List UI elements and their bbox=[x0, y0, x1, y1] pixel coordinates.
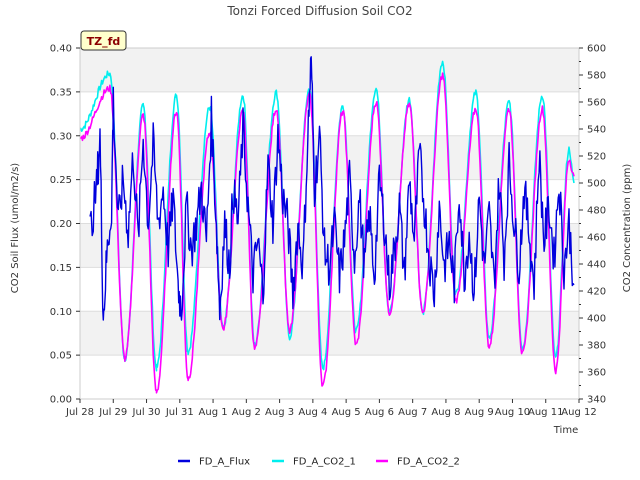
right-tick-label: 400 bbox=[587, 314, 606, 325]
y-axis-right-title: CO2 Concentration (ppm) bbox=[622, 164, 633, 293]
legend: FD_A_Flux FD_A_CO2_1 FD_A_CO2_2 bbox=[178, 457, 460, 468]
y-axis-left-title: CO2 Soil Flux (umol/m2/s) bbox=[10, 163, 21, 293]
left-tick-label: 0.35 bbox=[50, 87, 72, 98]
legend-label: FD_A_Flux bbox=[199, 457, 250, 468]
left-tick-label: 0.20 bbox=[50, 219, 72, 230]
right-tick-label: 460 bbox=[587, 233, 606, 244]
right-tick-label: 520 bbox=[587, 152, 606, 163]
x-tick-label: Aug 10 bbox=[495, 407, 530, 418]
x-tick-label: Aug 4 bbox=[298, 407, 327, 418]
left-tick-label: 0.25 bbox=[50, 175, 72, 186]
legend-label: FD_A_CO2_1 bbox=[293, 457, 356, 468]
right-tick-label: 380 bbox=[587, 341, 606, 352]
x-axis-title: Time bbox=[553, 425, 578, 436]
x-tick-label: Aug 6 bbox=[365, 407, 394, 418]
right-axis: 340 360 380 400 420 440 460 480 500 520 540 560 580 6… bbox=[579, 44, 606, 406]
right-tick-label: 560 bbox=[587, 98, 606, 109]
legend-label: FD_A_CO2_2 bbox=[397, 457, 460, 468]
left-tick-label: 0.30 bbox=[50, 131, 72, 142]
left-tick-label: 0.10 bbox=[50, 307, 72, 318]
left-tick-label: 0.00 bbox=[50, 395, 72, 406]
badge-box bbox=[80, 30, 127, 51]
right-tick-label: 600 bbox=[587, 44, 606, 55]
x-tick-label: Aug 7 bbox=[398, 407, 427, 418]
right-tick-label: 500 bbox=[587, 179, 606, 190]
right-tick-label: 360 bbox=[587, 368, 606, 379]
series-line-fd-a-co2-1 bbox=[80, 60, 575, 372]
x-tick-label: Jul 31 bbox=[165, 407, 194, 418]
x-tick-label: Aug 8 bbox=[431, 407, 460, 418]
series-line-fd-a-co2-2 bbox=[80, 72, 575, 394]
right-tick-label: 340 bbox=[587, 395, 606, 406]
x-tick-label: Aug 9 bbox=[465, 407, 494, 418]
left-tick-label: 0.05 bbox=[50, 351, 72, 362]
x-tick-label: Aug 3 bbox=[265, 407, 294, 418]
right-tick-label: 420 bbox=[587, 287, 606, 298]
series-line-fd-a-flux bbox=[89, 56, 575, 321]
background-band bbox=[80, 48, 579, 92]
left-axis: 0.00 0.05 0.10 0.15 0.20 0.25 0.30 0.35 0.40 bbox=[50, 44, 80, 406]
left-tick-label: 0.40 bbox=[50, 44, 72, 55]
x-axis: Jul 28 Jul 29 Jul 30 Jul 31 Aug 1 Aug 2 Aug 3 A… bbox=[65, 399, 597, 418]
x-tick-label: Jul 28 bbox=[65, 407, 94, 418]
right-tick-label: 480 bbox=[587, 206, 606, 217]
series-layer bbox=[80, 56, 575, 394]
x-tick-label: Aug 2 bbox=[232, 407, 261, 418]
background-band bbox=[80, 135, 579, 180]
x-tick-label: Aug 12 bbox=[561, 407, 596, 418]
x-tick-label: Aug 5 bbox=[332, 407, 361, 418]
chart-title: Tonzi Forced Diffusion Soil CO2 bbox=[226, 4, 412, 18]
right-tick-label: 440 bbox=[587, 260, 606, 271]
right-tick-label: 580 bbox=[587, 71, 606, 82]
x-tick-label: Jul 30 bbox=[132, 407, 161, 418]
site-badge: TZ_fd bbox=[80, 30, 127, 51]
right-tick-label: 540 bbox=[587, 125, 606, 136]
x-tick-label: Aug 1 bbox=[199, 407, 228, 418]
badge-label: TZ_fd bbox=[87, 35, 121, 48]
left-tick-label: 0.15 bbox=[50, 263, 72, 274]
x-tick-label: Aug 11 bbox=[528, 407, 563, 418]
x-tick-label: Jul 29 bbox=[98, 407, 127, 418]
